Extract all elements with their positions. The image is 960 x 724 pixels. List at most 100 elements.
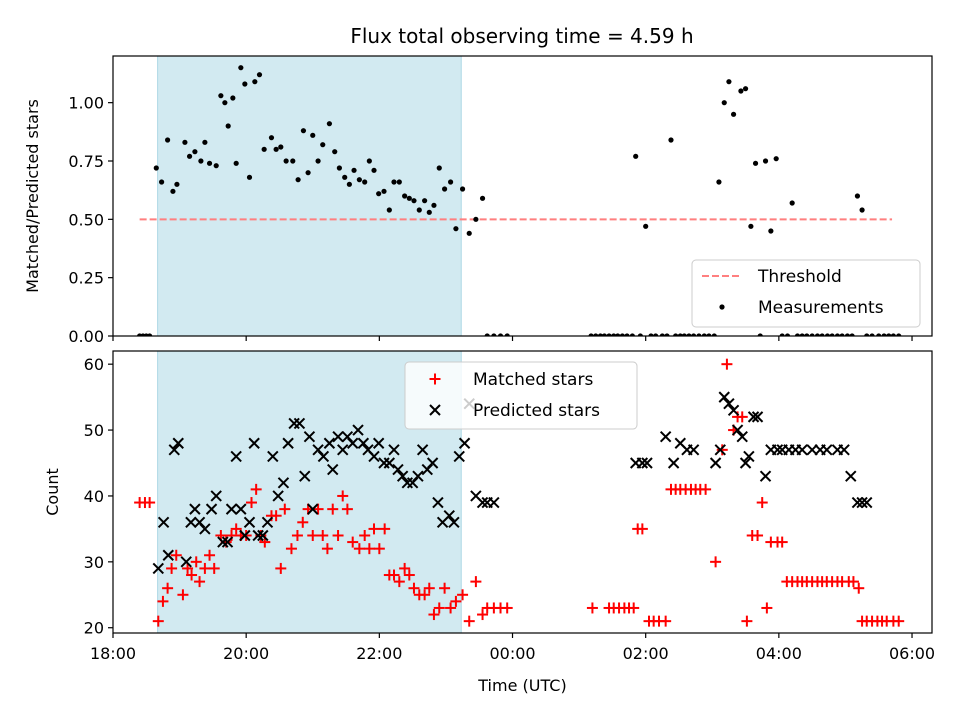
measurement-point — [730, 111, 737, 117]
matched-point — [162, 582, 174, 594]
matched-point — [170, 549, 182, 561]
predicted-point — [718, 391, 730, 403]
predicted-point — [239, 529, 251, 542]
matched-point — [660, 615, 672, 627]
measurement-point — [890, 333, 896, 336]
measurement-point — [295, 177, 301, 183]
measurement-point — [336, 165, 342, 171]
matched-point — [710, 556, 722, 568]
measurement-point — [794, 333, 801, 336]
measurement-point — [213, 163, 219, 169]
matched-point — [716, 444, 728, 456]
matched-point — [337, 490, 349, 502]
predicted-point — [299, 470, 311, 482]
bottom-y-tick-label: 50 — [84, 421, 104, 440]
predicted-point — [856, 496, 868, 509]
matched-point — [245, 497, 257, 509]
measurement-point — [748, 223, 754, 229]
matched-point — [182, 562, 194, 574]
matched-point — [423, 582, 435, 594]
measurement-point — [391, 179, 397, 185]
measurement-point — [376, 191, 382, 197]
top-shaded-interval — [157, 55, 462, 337]
measurement-point — [864, 333, 870, 336]
bottom-panel: 20 30 40 50 60 Count 18:00 20:00 22:00 00:00 02:00… — [43, 350, 935, 695]
predicted-point — [368, 450, 380, 463]
measurement-point — [876, 333, 882, 336]
matched-point — [853, 582, 865, 594]
predicted-point — [230, 450, 242, 463]
measurement-point — [849, 333, 855, 336]
top-panel: 0.00 0.25 0.50 0.75 1.00 Matched/Predicted st… — [23, 55, 933, 346]
matched-point — [463, 615, 475, 627]
predicted-point — [821, 444, 833, 456]
legend-matched-label: Matched stars — [473, 370, 593, 390]
measurement-point — [854, 193, 861, 199]
measurement-point — [742, 86, 749, 92]
measurement-point — [411, 198, 417, 204]
predicted-point — [327, 463, 339, 476]
measurement-point — [886, 333, 892, 336]
measurement-point — [773, 156, 779, 162]
matched-point — [250, 483, 262, 495]
measurement-point — [447, 179, 454, 185]
predicted-stars-series — [152, 391, 873, 575]
matched-point — [433, 602, 445, 614]
matched-point — [166, 562, 178, 574]
matched-point — [270, 510, 282, 522]
legend-measurement-marker — [719, 304, 725, 310]
measurement-point — [721, 100, 727, 106]
matched-point — [152, 615, 164, 627]
measurement-point — [273, 146, 279, 152]
predicted-point — [448, 516, 460, 529]
predicted-point — [337, 444, 349, 456]
matched-point — [893, 615, 905, 627]
predicted-point — [667, 457, 680, 469]
measurement-point — [233, 160, 239, 166]
measurement-point — [192, 149, 198, 155]
legend-box — [404, 361, 638, 430]
measurement-point — [738, 88, 744, 94]
measurement-point — [716, 179, 722, 185]
measurement-point — [342, 174, 348, 180]
matched-point — [312, 503, 324, 515]
predicted-point — [453, 450, 465, 463]
bottom-axes-frame — [112, 350, 933, 634]
predicted-point — [659, 430, 672, 443]
matched-point — [847, 576, 859, 588]
predicted-point — [277, 477, 290, 489]
matched-point — [144, 497, 156, 509]
predicted-point — [323, 437, 336, 449]
matched-point — [700, 483, 712, 495]
chart-title: Flux total observing time = 4.59 h — [350, 24, 693, 48]
predicted-point — [199, 523, 211, 535]
bottom-y-tick-label: 30 — [84, 553, 104, 572]
measurement-point — [256, 72, 263, 78]
predicted-point — [739, 457, 752, 469]
measurement-point — [466, 230, 472, 236]
measurement-point — [706, 333, 712, 336]
measurement-point — [624, 333, 630, 336]
matched-point — [470, 576, 482, 588]
predicted-point — [162, 549, 174, 561]
predicted-point — [217, 536, 229, 548]
predicted-point — [168, 444, 180, 456]
x-tick-label: 18:00 — [90, 644, 136, 663]
matched-point — [368, 523, 380, 535]
predicted-point — [303, 430, 316, 443]
predicted-point — [347, 437, 359, 449]
x-tick-label: 22:00 — [356, 644, 402, 663]
predicted-point — [727, 404, 740, 417]
measurement-point — [784, 333, 791, 336]
predicted-point — [307, 503, 319, 515]
predicted-point — [687, 444, 700, 456]
bottom-y-tick-label: 40 — [84, 487, 104, 506]
predicted-point — [443, 510, 455, 522]
bottom-y-axis-label: Count — [43, 468, 62, 516]
matched-point — [636, 523, 648, 535]
measurement-point — [406, 195, 412, 201]
measurements-series — [137, 65, 902, 336]
measurement-point — [230, 95, 236, 101]
matched-point — [347, 536, 359, 548]
